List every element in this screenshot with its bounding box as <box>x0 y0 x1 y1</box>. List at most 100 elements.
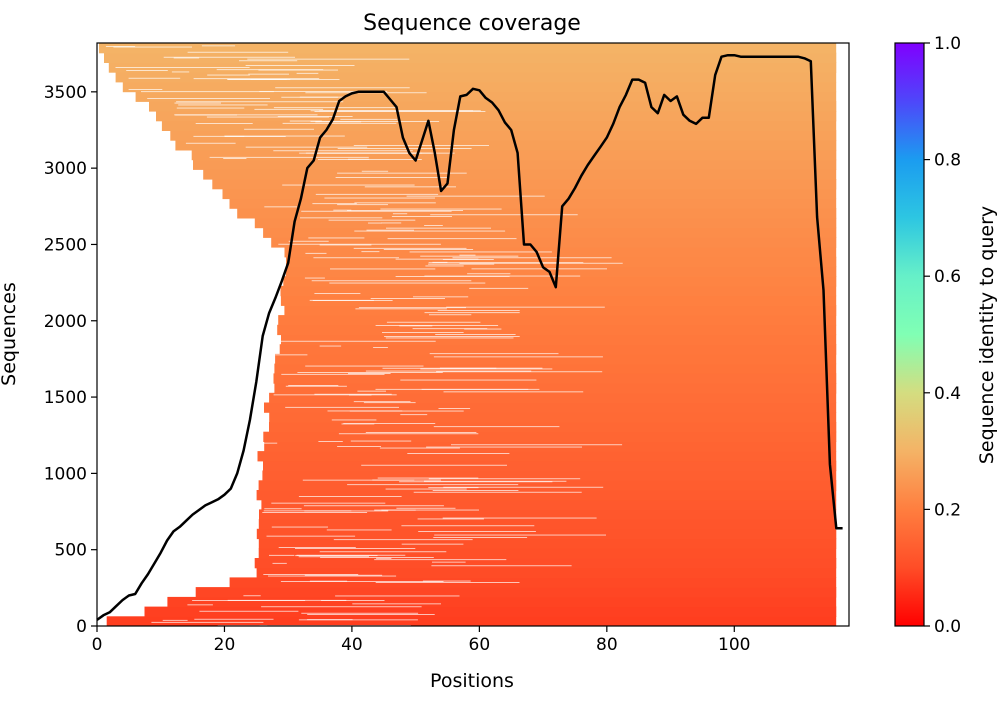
heatmap-gap <box>244 128 314 130</box>
heatmap-gap <box>429 353 559 355</box>
heatmap-gap <box>395 276 510 277</box>
heatmap-gap <box>268 575 397 577</box>
heatmap-gap <box>303 505 444 507</box>
heatmap-gap <box>250 79 287 80</box>
heatmap-gap <box>350 440 412 442</box>
heatmap-band <box>261 499 837 510</box>
heatmap-gap <box>358 307 466 309</box>
heatmap-gap <box>375 388 529 390</box>
heatmap-band <box>258 538 837 549</box>
heatmap-gap <box>341 423 375 425</box>
heatmap-band <box>175 140 837 151</box>
heatmap-gap <box>209 156 369 158</box>
heatmap-band <box>193 159 837 170</box>
heatmap-gap <box>383 249 474 250</box>
heatmap-gap <box>254 108 324 110</box>
heatmap-gap <box>469 287 529 289</box>
heatmap-gap <box>436 371 603 373</box>
heatmap-gap <box>333 209 352 211</box>
heatmap-gap <box>382 332 464 333</box>
heatmap-gap <box>335 595 460 597</box>
heatmap-gap <box>464 328 502 330</box>
heatmap-band <box>256 567 837 578</box>
heatmap-gap <box>365 432 477 433</box>
heatmap-gap <box>141 91 274 93</box>
y-tick-label: 2000 <box>44 312 87 332</box>
heatmap-band <box>263 227 837 238</box>
heatmap-gap <box>319 345 342 347</box>
heatmap-gap <box>248 73 289 75</box>
heatmap-gap <box>392 213 408 215</box>
heatmap-gap <box>280 581 444 582</box>
heatmap-gap <box>401 543 464 545</box>
heatmap-gap <box>317 159 422 160</box>
heatmap-band <box>156 111 837 122</box>
colorbar-tick-label: 0.8 <box>934 151 961 171</box>
heatmap-gap <box>347 484 519 486</box>
heatmap-gap <box>245 146 368 148</box>
heatmap-band <box>257 451 837 462</box>
heatmap-band <box>256 528 837 540</box>
heatmap-gap <box>201 45 236 47</box>
heatmap-gap <box>310 110 481 112</box>
heatmap-gap <box>224 135 345 137</box>
heatmap-gap <box>353 401 411 403</box>
heatmap-gap <box>278 243 441 245</box>
heatmap-band <box>258 480 837 491</box>
heatmap-gap <box>163 56 295 58</box>
heatmap-gap <box>324 197 435 199</box>
heatmap-gap <box>310 121 440 122</box>
heatmap-gap <box>337 172 467 174</box>
heatmap-gap <box>382 367 497 369</box>
heatmap-gap <box>343 423 436 424</box>
heatmap-gap <box>275 87 410 89</box>
heatmap-gap <box>315 193 439 195</box>
heatmap-gap <box>380 208 502 210</box>
heatmap-band <box>254 217 837 229</box>
heatmap-gap <box>434 534 606 536</box>
heatmap-gap <box>438 408 471 409</box>
heatmap-gap <box>417 518 484 520</box>
x-tick-label: 20 <box>214 635 236 655</box>
heatmap-band <box>264 441 837 452</box>
heatmap-band <box>283 276 837 287</box>
heatmap-gap <box>273 107 396 109</box>
heatmap-band <box>277 324 837 336</box>
colorbar <box>894 42 925 627</box>
heatmap-gap <box>370 298 445 299</box>
heatmap-gap <box>295 555 378 557</box>
heatmap-gap <box>386 321 481 323</box>
heatmap-gap <box>340 118 398 120</box>
heatmap-gap <box>298 556 369 558</box>
y-tick-label: 3500 <box>44 83 87 103</box>
heatmap-gap <box>271 526 328 528</box>
heatmap-gap <box>384 336 520 337</box>
heatmap-gap <box>275 354 308 356</box>
heatmap-band <box>161 120 837 131</box>
heatmap-gap <box>312 300 393 301</box>
heatmap-gap <box>426 446 582 448</box>
heatmap-gap <box>174 114 318 116</box>
heatmap-band <box>167 596 837 608</box>
heatmap-gap <box>433 426 560 428</box>
heatmap-gap <box>193 135 245 137</box>
heatmap-gap <box>452 257 612 259</box>
heatmap-gap <box>433 356 603 358</box>
heatmap-gap <box>321 600 385 601</box>
heatmap-gap <box>105 46 136 47</box>
heatmap-gap <box>333 539 473 541</box>
heatmap-gap <box>430 214 578 216</box>
heatmap-gap <box>299 96 343 98</box>
heatmap-gap <box>406 195 545 197</box>
colorbar-tick-label: 1.0 <box>934 34 961 54</box>
heatmap-band <box>99 43 837 54</box>
heatmap-gap <box>282 122 397 124</box>
heatmap-band <box>273 373 837 384</box>
heatmap-gap <box>391 216 452 217</box>
heatmap-gap <box>338 433 479 435</box>
heatmap-band <box>263 460 837 472</box>
heatmap-gap <box>224 136 286 137</box>
heatmap-gap <box>273 150 413 152</box>
heatmap-gap <box>442 517 597 519</box>
heatmap-gap <box>301 612 419 614</box>
